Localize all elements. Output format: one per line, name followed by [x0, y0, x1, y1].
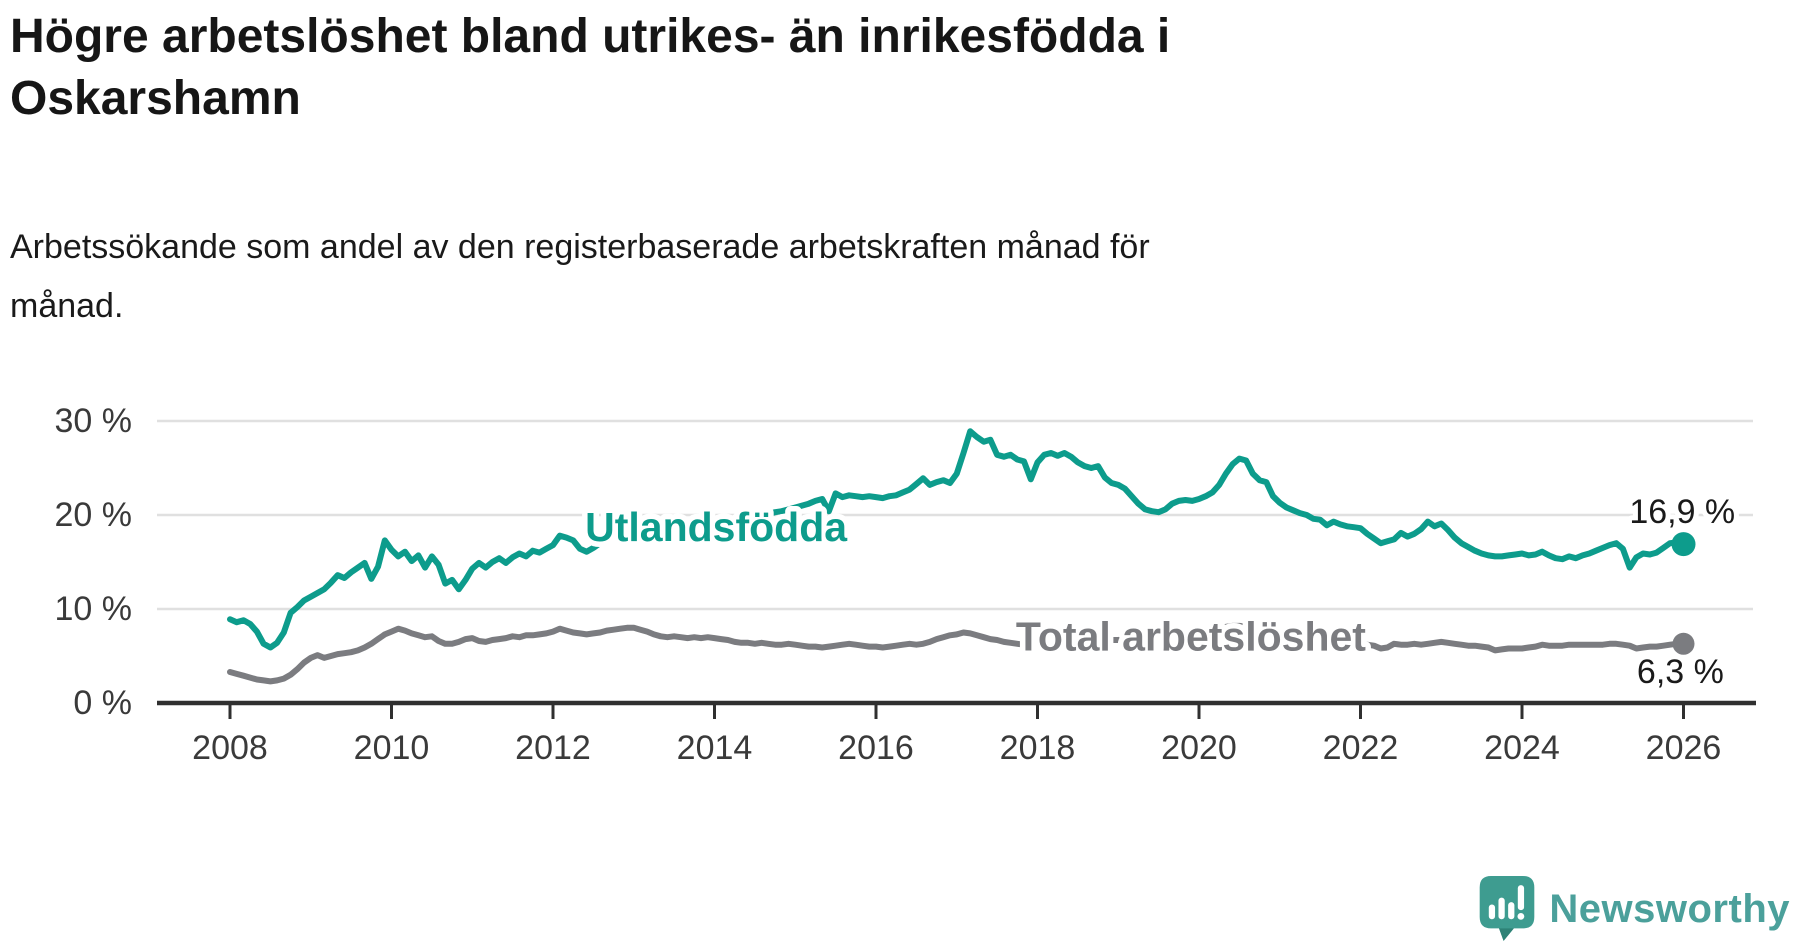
y-axis-label-0: 0 % — [73, 684, 132, 722]
logo-bar-2 — [1498, 897, 1506, 920]
subtitle-line-2: månad. — [10, 287, 124, 325]
x-axis-label-2012: 2012 — [515, 729, 591, 767]
chart-subtitle: Arbetssökande som andel av den registerb… — [10, 218, 1790, 336]
logo-bubble-tail-shadow — [1499, 928, 1515, 941]
newsworthy-logo: Newsworthy — [1479, 876, 1790, 942]
y-axis-label-20: 20 % — [55, 496, 133, 534]
x-axis-label-2010: 2010 — [354, 729, 430, 767]
logo-bar-1 — [1489, 904, 1496, 920]
title-line-2: Oskarshamn — [10, 72, 301, 125]
x-axis-label-2014: 2014 — [677, 729, 753, 767]
total-label: Total arbetslöshet — [1016, 613, 1366, 659]
unemployment-line-chart: 0 % 10 % 20 % 30 % 2008 2010 2012 2014 2016 2018 2… — [55, 402, 1756, 767]
title-line-1: Högre arbetslöshet bland utrikes- än inr… — [10, 10, 1171, 63]
utlandsfodda-value-label: 16,9 % — [1629, 493, 1735, 531]
x-axis-label-2018: 2018 — [1000, 729, 1076, 767]
x-axis-label-2022: 2022 — [1323, 729, 1399, 767]
x-axis-label-2024: 2024 — [1484, 729, 1560, 767]
subtitle-line-1: Arbetssökande som andel av den registerb… — [10, 228, 1150, 266]
logo-bar-3 — [1508, 902, 1515, 920]
y-axis-label-30: 30 % — [55, 402, 133, 440]
total-end-dot — [1672, 632, 1695, 655]
logo-exclamation-bar — [1518, 885, 1525, 911]
x-axis-label-2020: 2020 — [1161, 729, 1237, 767]
x-axis-label-2008: 2008 — [192, 729, 268, 767]
x-axis-label-2026: 2026 — [1646, 729, 1722, 767]
utlandsfodda-line — [227, 428, 1687, 651]
page-title: Högre arbetslöshet bland utrikes- än inr… — [10, 6, 1790, 130]
total-value-label: 6,3 % — [1637, 653, 1724, 691]
x-axis-label-2016: 2016 — [838, 729, 914, 767]
newsworthy-logo-text: Newsworthy — [1549, 886, 1790, 931]
utlandsfodda-end-dot — [1671, 532, 1696, 557]
newsworthy-logo-icon — [1480, 876, 1535, 941]
total-line — [227, 622, 1687, 685]
logo-exclamation-dot — [1517, 912, 1525, 920]
y-axis-label-10: 10 % — [55, 590, 133, 628]
utlandsfodda-label: Utlandsfödda — [585, 504, 848, 550]
